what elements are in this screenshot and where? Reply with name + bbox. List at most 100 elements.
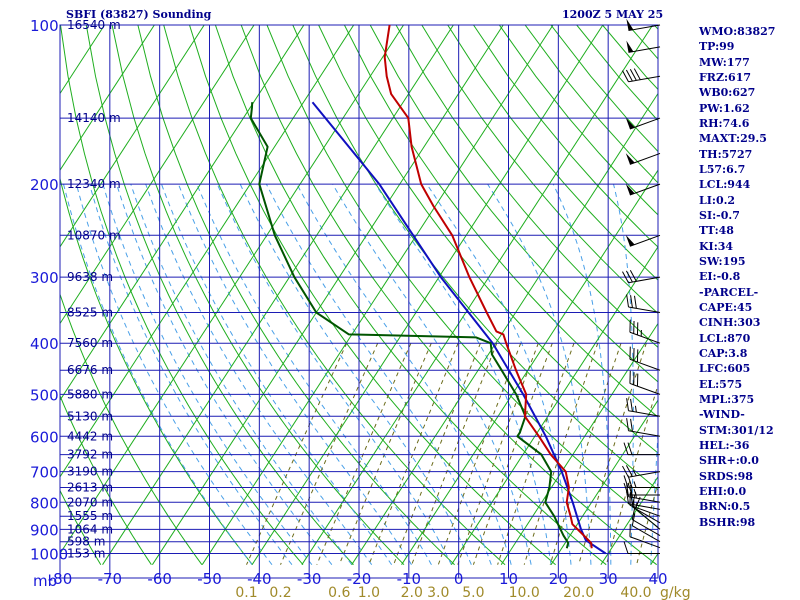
mixing-ratio-label: 10.0 bbox=[509, 585, 540, 600]
temperature-tick-label: 10 bbox=[499, 570, 518, 588]
isotherm bbox=[60, 25, 404, 555]
sounding-index-item: SI:-0.7 bbox=[699, 208, 740, 222]
wind-barb-staff bbox=[629, 358, 661, 371]
wind-barb-flag bbox=[625, 465, 633, 477]
mixing-ratio-line bbox=[636, 481, 658, 565]
pressure-tick-label: 600 bbox=[30, 428, 59, 446]
temperature-tick-label: 0 bbox=[454, 570, 464, 588]
height-label: 2070 m bbox=[67, 495, 113, 509]
sounding-index-item: TP:99 bbox=[699, 40, 735, 54]
height-label: 8525 m bbox=[67, 306, 113, 320]
isotherm bbox=[251, 25, 604, 565]
sounding-indices-list: WMO:83827 TP:99 MW:177 FRZ:617 WB0:627 PW:1.6… bbox=[699, 24, 775, 530]
sounding-index-item: BSHR:98 bbox=[699, 515, 756, 529]
sounding-index-item: SRDS:98 bbox=[699, 469, 753, 483]
moist-adiabat bbox=[63, 183, 253, 566]
height-label: 1555 m bbox=[67, 509, 113, 523]
wind-barb-flag bbox=[623, 541, 629, 554]
mixing-ratio-label: 5.0 bbox=[462, 585, 484, 600]
moist-adiabat bbox=[239, 183, 472, 565]
wind-barb bbox=[629, 370, 661, 395]
wind-barb-staff bbox=[632, 519, 661, 537]
mixing-ratio-label: 0.1 bbox=[235, 585, 257, 600]
height-label: 3792 m bbox=[67, 448, 113, 462]
wind-barb-flag bbox=[622, 271, 629, 283]
wind-barb-staff bbox=[629, 152, 661, 165]
wind-barb bbox=[626, 294, 661, 314]
sounding-index-item: WB0:627 bbox=[699, 86, 756, 100]
sounding-index-item: WMO:83827 bbox=[699, 25, 776, 38]
wind-barb-staff bbox=[635, 508, 661, 530]
dry-adiabat bbox=[189, 25, 556, 566]
moist-adiabat bbox=[487, 183, 592, 565]
height-label: 14140 m bbox=[67, 111, 121, 125]
mixing-ratio-label: 2.0 bbox=[401, 585, 423, 600]
wind-barb-half-flag bbox=[634, 405, 637, 413]
height-label: 4442 m bbox=[67, 429, 113, 443]
wind-barb bbox=[629, 346, 661, 371]
moist-adiabat bbox=[265, 183, 492, 565]
wind-barb-flag bbox=[623, 442, 629, 455]
wind-barb-flag bbox=[627, 482, 633, 496]
sounding-index-item: CAP:3.8 bbox=[699, 346, 748, 360]
wind-barb-staff bbox=[628, 503, 661, 510]
observation-time: 1200Z 5 MAY 25 bbox=[562, 8, 664, 21]
mixing-ratio-label: 0.2 bbox=[269, 585, 291, 600]
dry-adiabat bbox=[343, 25, 658, 418]
wind-barb-flag bbox=[622, 70, 629, 83]
mixing-ratio-unit: g/kg bbox=[660, 585, 691, 600]
sounding-index-item: -WIND- bbox=[699, 408, 745, 422]
sounding-index-item: CINH:303 bbox=[699, 316, 761, 330]
sounding-index-item: MPL:375 bbox=[699, 392, 755, 406]
wind-barb-staff bbox=[629, 536, 661, 549]
dry-adiabat bbox=[318, 25, 658, 454]
temperature-tick-label: 20 bbox=[549, 570, 568, 588]
isotherm bbox=[60, 25, 205, 248]
wind-barb bbox=[625, 117, 661, 130]
wind-barb-flag bbox=[630, 491, 633, 505]
sounding-index-item: MW:177 bbox=[699, 55, 750, 69]
wind-barb-flag bbox=[629, 69, 637, 81]
moist-adiabat bbox=[177, 183, 412, 565]
mixing-ratio-line bbox=[411, 343, 498, 565]
isotherm bbox=[201, 25, 554, 565]
moist-adiabat bbox=[196, 183, 432, 565]
height-label: 7560 m bbox=[67, 336, 113, 350]
moist-adiabat bbox=[426, 183, 572, 565]
mixing-ratio-line bbox=[523, 343, 599, 565]
sounding-index-item: RH:74.6 bbox=[699, 116, 750, 130]
moist-adiabat bbox=[216, 183, 452, 565]
wind-barb-pennant bbox=[626, 40, 634, 53]
isotherm bbox=[60, 25, 255, 325]
wind-barb-pennant bbox=[625, 117, 635, 130]
wind-barb-staff bbox=[628, 24, 661, 32]
wind-barb bbox=[623, 442, 660, 456]
moist-adiabat bbox=[296, 183, 512, 565]
isotherm bbox=[401, 169, 658, 565]
dry-adiabat bbox=[395, 25, 658, 349]
sounding-index-item: SW:195 bbox=[699, 254, 746, 268]
wind-barb bbox=[631, 513, 661, 543]
temperature-tick-label: -60 bbox=[147, 570, 172, 588]
pressure-tick-label: 400 bbox=[30, 335, 59, 353]
wind-barb-staff bbox=[629, 331, 661, 344]
sounding-index-item: EL:575 bbox=[699, 377, 743, 391]
pressure-tick-label: 500 bbox=[30, 386, 59, 404]
mixing-ratio-line bbox=[457, 343, 539, 565]
pressure-tick-label: 800 bbox=[30, 494, 59, 512]
sounding-index-item: CAPE:45 bbox=[699, 300, 753, 314]
wind-barb-pennant bbox=[625, 153, 635, 165]
mixing-ratio-line bbox=[578, 343, 647, 565]
temperature-tick-label: 40 bbox=[648, 570, 667, 588]
height-label: 10870 m bbox=[67, 228, 121, 242]
dry-adiabat bbox=[369, 25, 658, 383]
wind-barb bbox=[631, 507, 661, 537]
wind-barb-staff bbox=[628, 75, 661, 83]
sounding-index-item: TT:48 bbox=[699, 224, 734, 238]
moist-adiabat bbox=[75, 183, 273, 566]
dry-adiabat bbox=[447, 25, 658, 281]
temperature-tick-label: -80 bbox=[48, 570, 73, 588]
mixing-ratio-label: 40.0 bbox=[620, 585, 651, 600]
sounding-index-item: HEL:-36 bbox=[699, 438, 750, 452]
